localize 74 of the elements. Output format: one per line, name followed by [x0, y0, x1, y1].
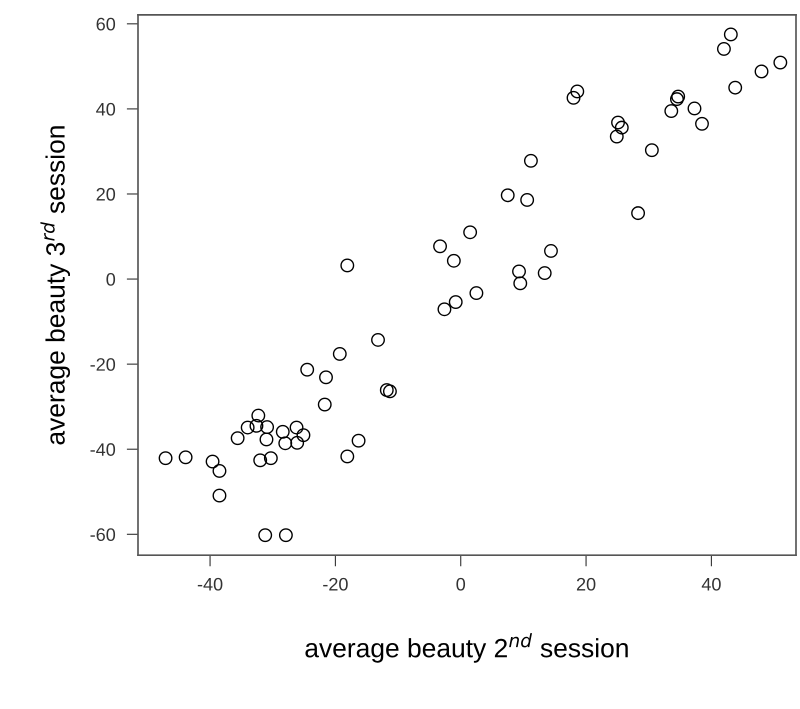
x-tick-label: -20 — [323, 578, 348, 591]
point — [253, 453, 268, 468]
point — [260, 420, 274, 434]
x-tick-label: 40 — [702, 578, 721, 591]
point — [258, 528, 272, 542]
point — [251, 408, 266, 423]
point — [463, 225, 478, 240]
point — [524, 154, 538, 168]
point — [688, 102, 702, 116]
point — [371, 332, 385, 347]
point — [290, 436, 304, 450]
point — [437, 302, 452, 316]
point — [446, 254, 461, 268]
point — [773, 56, 788, 70]
y-tick-label: 20 — [96, 188, 116, 201]
point — [240, 420, 255, 434]
point — [380, 383, 394, 398]
point — [664, 104, 678, 118]
x-tick-label: -40 — [198, 578, 222, 591]
point — [319, 370, 333, 384]
point — [513, 276, 528, 290]
point — [566, 90, 580, 105]
x-axis-title: average beauty 2$^{nd}$ session — [305, 633, 628, 663]
point — [278, 436, 292, 450]
point — [276, 424, 290, 439]
point — [318, 398, 332, 412]
point — [614, 120, 629, 135]
x-tick-label: 20 — [576, 578, 596, 591]
point — [230, 431, 245, 446]
point — [671, 90, 686, 104]
point — [538, 266, 552, 280]
point — [570, 84, 584, 98]
point — [260, 432, 274, 446]
point — [469, 286, 484, 300]
point — [728, 80, 742, 95]
point — [724, 28, 738, 42]
point — [610, 130, 624, 144]
x-tick-label: 0 — [456, 578, 466, 591]
point — [448, 295, 463, 309]
point — [212, 488, 226, 503]
point — [158, 451, 173, 466]
y-tick-label: -20 — [90, 358, 116, 371]
point — [352, 434, 366, 448]
point — [382, 384, 397, 398]
point — [631, 206, 646, 220]
point — [520, 192, 534, 207]
y-axis-title: average beauty 3$^{rd}$ session — [40, 126, 70, 444]
point — [544, 244, 558, 258]
y-tick-label: 60 — [96, 18, 116, 31]
point — [212, 464, 226, 478]
y-tick-label: -40 — [90, 443, 116, 456]
y-tick-label: -60 — [90, 528, 116, 542]
point — [433, 239, 447, 254]
point — [716, 42, 731, 56]
point — [512, 264, 526, 278]
point — [670, 92, 684, 106]
y-tick-label: 40 — [96, 102, 116, 116]
point — [249, 418, 264, 433]
point — [278, 528, 293, 542]
point — [178, 450, 193, 464]
point — [340, 450, 354, 464]
point — [206, 454, 220, 469]
y-tick-label: 0 — [106, 272, 116, 286]
point — [611, 116, 625, 130]
point — [290, 420, 304, 434]
point — [500, 188, 515, 202]
point — [300, 362, 314, 377]
point — [264, 451, 278, 466]
point — [644, 143, 659, 158]
point — [340, 258, 354, 272]
point — [754, 64, 768, 78]
point — [332, 346, 347, 361]
point — [695, 116, 709, 131]
point — [296, 428, 310, 442]
